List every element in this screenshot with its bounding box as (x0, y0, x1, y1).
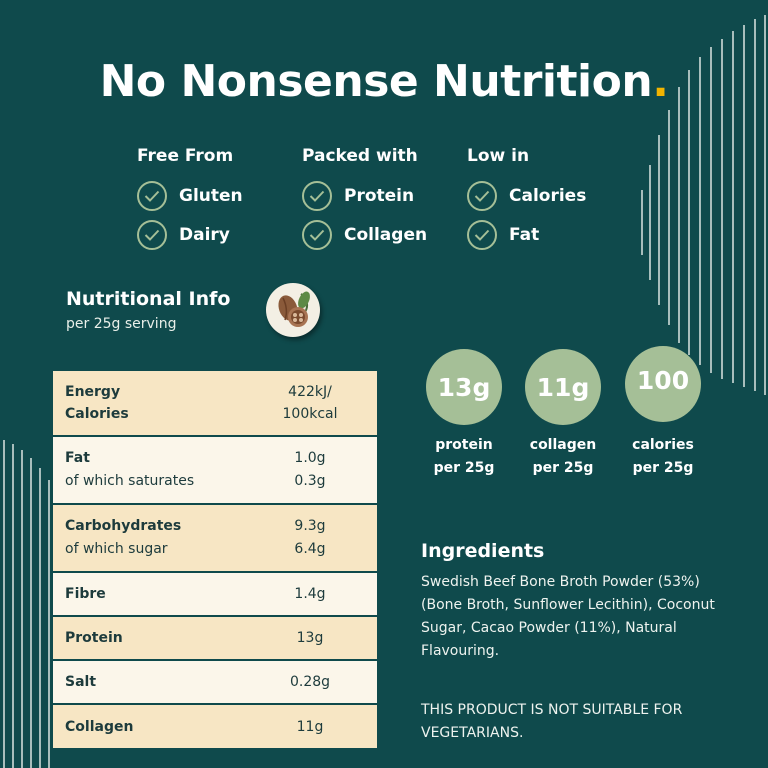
check-icon (302, 220, 332, 250)
cacao-pod-icon (266, 283, 320, 337)
row-label: Collagen (65, 718, 134, 735)
feature-column-free-from: Free From Gluten Dairy (137, 146, 297, 260)
caption-line: per 25g (532, 460, 594, 476)
feature-label: Calories (509, 186, 587, 206)
row-value: 1.0g (294, 450, 326, 466)
vegetarian-warning: THIS PRODUCT IS NOT SUITABLE FOR VEGETAR… (421, 702, 683, 741)
check-icon (302, 181, 332, 211)
check-icon (467, 181, 497, 211)
highlight-caption-protein: protein per 25g (409, 434, 519, 480)
feature-heading: Packed with (302, 146, 418, 166)
caption-line: per 25g (433, 460, 495, 476)
table-row-salt: Salt 0.28g (53, 661, 377, 705)
caption-line: protein (435, 437, 493, 453)
feature-item: Protein (302, 181, 462, 211)
table-row-collagen: Collagen 11g (53, 705, 377, 748)
nutrition-title: Nutritional Info (66, 288, 231, 310)
feature-item: Dairy (137, 220, 297, 250)
title-text: No Nonsense Nutrition (99, 56, 653, 107)
title-dot: . (652, 56, 669, 107)
ingredients-text: Swedish Beef Bone Broth Powder (53%) (Bo… (421, 574, 715, 659)
row-value-secondary: 6.4g (294, 541, 326, 557)
nutrition-table: Energy Calories 422kJ/ 100kcal Fat of wh… (53, 371, 377, 748)
row-sublabel: of which sugar (65, 541, 168, 557)
row-label: Energy (65, 384, 121, 400)
caption-line: collagen (529, 437, 597, 453)
caption-line: per 25g (632, 460, 694, 476)
row-sublabel: of which saturates (65, 473, 195, 489)
check-icon (137, 181, 167, 211)
feature-label: Fat (509, 225, 540, 245)
table-row-fibre: Fibre 1.4g (53, 573, 377, 617)
row-value: 11g (296, 718, 324, 735)
highlight-circle-protein: 13g (426, 349, 502, 425)
highlight-circle-calories: 100 (625, 346, 701, 422)
table-row-energy: Energy Calories 422kJ/ 100kcal (53, 371, 377, 437)
feature-heading: Low in (467, 146, 530, 166)
feature-heading: Free From (137, 146, 234, 166)
row-value: 1.4g (294, 586, 326, 602)
feature-label: Dairy (179, 225, 230, 245)
row-label-secondary: Calories (65, 406, 129, 422)
feature-label: Protein (344, 186, 415, 206)
table-row-carbohydrates: Carbohydrates of which sugar 9.3g 6.4g (53, 505, 377, 573)
highlight-caption-collagen: collagen per 25g (508, 434, 618, 480)
feature-column-packed-with: Packed with Protein Collagen (302, 146, 462, 260)
row-label: Protein (65, 630, 123, 646)
check-icon (467, 220, 497, 250)
row-value-secondary: 100kcal (282, 406, 338, 422)
page-title: No Nonsense Nutrition. (0, 56, 768, 107)
table-row-protein: Protein 13g (53, 617, 377, 661)
feature-item: Gluten (137, 181, 297, 211)
table-row-fat: Fat of which saturates 1.0g 0.3g (53, 437, 377, 505)
feature-item: Calories (467, 181, 627, 211)
feature-label: Gluten (179, 186, 243, 206)
feature-label: Collagen (344, 225, 428, 245)
row-value: 0.28g (289, 674, 331, 690)
row-value: 422kJ/ (288, 384, 332, 400)
row-label: Carbohydrates (65, 518, 182, 534)
feature-item: Collagen (302, 220, 462, 250)
highlight-caption-calories: calories per 25g (608, 434, 718, 480)
ingredients-title: Ingredients (421, 540, 545, 562)
row-value: 9.3g (294, 518, 326, 534)
decorative-stripes-left (3, 440, 50, 768)
caption-line: calories (632, 437, 694, 453)
row-label: Fibre (65, 586, 106, 602)
row-label: Salt (65, 674, 97, 690)
row-value: 13g (296, 630, 324, 646)
nutrition-subtitle: per 25g serving (66, 316, 177, 332)
row-value-secondary: 0.3g (294, 473, 326, 489)
highlight-circle-collagen: 11g (525, 349, 601, 425)
feature-item: Fat (467, 220, 627, 250)
check-icon (137, 220, 167, 250)
feature-column-low-in: Low in Calories Fat (467, 146, 627, 260)
row-label: Fat (65, 450, 90, 466)
